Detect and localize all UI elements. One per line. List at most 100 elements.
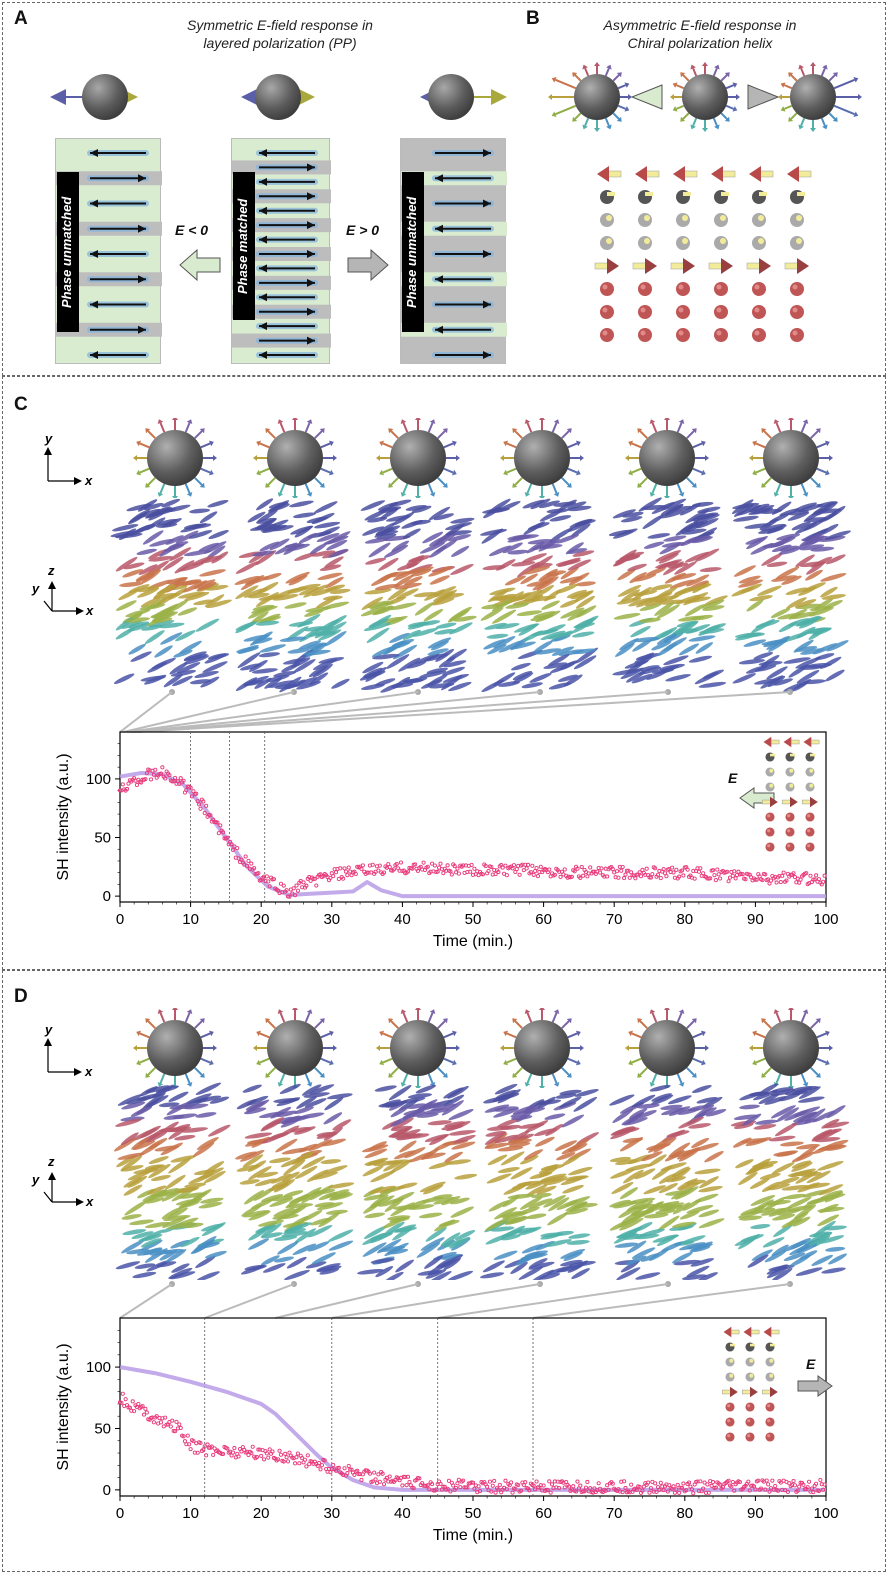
sphere-a-right	[428, 74, 474, 120]
helix-unit	[790, 328, 804, 342]
data-point	[143, 1406, 148, 1411]
data-point	[503, 1478, 508, 1483]
x-axis-label: Time (min.)	[433, 933, 513, 950]
data-point	[535, 874, 541, 879]
stack-right-arrows	[401, 149, 507, 359]
data-point	[634, 1487, 639, 1492]
data-point	[523, 1480, 528, 1485]
data-point	[718, 876, 723, 881]
data-point	[622, 876, 627, 881]
data-point	[677, 1490, 682, 1495]
data-point	[533, 1487, 538, 1492]
data-point	[318, 1467, 323, 1472]
data-point	[264, 1451, 269, 1456]
x-tick-label: 20	[253, 911, 270, 928]
data-point	[472, 1486, 477, 1491]
data-point	[696, 869, 701, 874]
data-point	[640, 1488, 645, 1493]
data-point	[229, 842, 234, 847]
data-point	[331, 874, 336, 879]
data-point	[592, 1486, 597, 1491]
sphere-a-mid	[255, 74, 301, 120]
data-point	[343, 869, 348, 874]
data-point	[267, 1447, 272, 1452]
data-point	[664, 874, 669, 879]
data-point	[465, 1485, 470, 1490]
helix-unit	[745, 1417, 755, 1427]
helix-unit	[676, 213, 690, 227]
helix-unit	[787, 166, 812, 182]
data-point	[394, 861, 399, 867]
helix-unit	[638, 190, 653, 204]
data-point	[434, 1487, 439, 1492]
panel-a-title-line2: layered polarization (PP)	[203, 35, 357, 51]
helix-unit	[752, 328, 766, 342]
data-point	[653, 866, 658, 871]
data-point	[348, 1467, 353, 1472]
data-point	[456, 871, 461, 876]
data-point	[798, 877, 803, 882]
helix-unit	[790, 213, 804, 227]
sphere-cSpheres-3	[500, 418, 584, 498]
data-point	[446, 1478, 452, 1483]
panel-c-label: C	[14, 394, 28, 415]
data-point	[770, 1478, 775, 1483]
panel-d-inset-lattice	[721, 1326, 780, 1442]
data-point	[184, 788, 189, 793]
data-point	[791, 871, 796, 876]
helix-unit	[785, 782, 795, 792]
data-point	[132, 1409, 137, 1414]
helix-unit	[761, 796, 778, 808]
e-pos-label: E > 0	[346, 222, 380, 238]
data-point	[569, 874, 574, 879]
x-tick-label: 60	[535, 1505, 552, 1522]
data-point	[816, 1488, 821, 1494]
data-point	[562, 1485, 567, 1490]
panel-d-spheres-row	[133, 1008, 833, 1088]
arrow-left	[256, 177, 318, 186]
data-point	[610, 867, 615, 872]
data-point	[766, 1482, 771, 1487]
data-point	[328, 875, 333, 880]
x-tick-label: 70	[606, 911, 623, 928]
data-point	[266, 879, 271, 884]
helix-unit	[600, 305, 614, 319]
stack-left-arrows	[56, 149, 162, 359]
helix-unit	[745, 1357, 755, 1367]
helix-unit	[670, 258, 695, 274]
data-point	[795, 1488, 800, 1493]
data-point	[492, 1478, 497, 1483]
data-point	[144, 1410, 149, 1415]
data-point	[373, 1477, 378, 1482]
data-point	[267, 884, 272, 889]
helix-unit	[805, 812, 815, 822]
data-point	[654, 1489, 659, 1494]
data-point	[530, 863, 535, 868]
helix-unit	[638, 236, 652, 250]
data-point	[677, 874, 682, 879]
data-point	[126, 781, 131, 786]
helix-unit	[801, 796, 818, 808]
helix-unit	[714, 213, 728, 227]
data-point	[181, 778, 186, 783]
data-point	[188, 785, 193, 790]
data-point	[698, 866, 703, 871]
data-point	[616, 875, 621, 880]
arrow-left	[256, 293, 318, 302]
data-point	[151, 1420, 156, 1425]
data-point	[718, 1482, 723, 1487]
data-point	[264, 874, 269, 879]
stack-c-2	[359, 499, 477, 693]
data-point	[571, 1484, 576, 1489]
data-point	[342, 1466, 347, 1471]
helix-unit	[785, 842, 795, 852]
data-point	[140, 1404, 145, 1409]
data-point	[370, 862, 375, 867]
data-point	[167, 773, 172, 778]
helix-unit	[765, 1372, 775, 1382]
data-point	[209, 1444, 214, 1449]
sphere-dSpheres-5	[749, 1008, 833, 1088]
helix-unit	[714, 190, 729, 204]
data-point	[293, 1461, 298, 1466]
data-point	[665, 1489, 670, 1494]
